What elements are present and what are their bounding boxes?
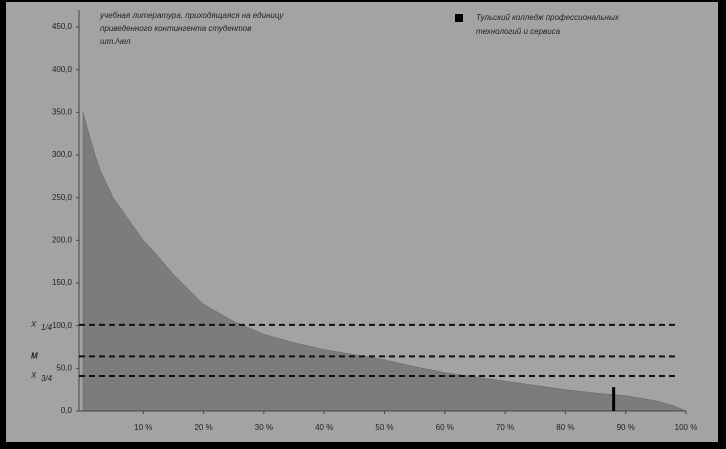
- annotation: шт./чел: [100, 37, 131, 46]
- reference-label: X: [30, 371, 37, 380]
- y-tick-label: 400,0: [52, 65, 73, 74]
- y-tick-label: 450,0: [52, 22, 73, 31]
- x-tick-label: 70 %: [496, 423, 514, 432]
- reference-label: M: [31, 351, 38, 360]
- x-tick-label: 30 %: [255, 423, 273, 432]
- reference-sub: 1/4: [41, 323, 53, 332]
- x-tick-label: 50 %: [375, 423, 393, 432]
- y-tick-label: 250,0: [52, 193, 73, 202]
- y-tick-label: 50,0: [56, 363, 72, 372]
- y-tick-label: 200,0: [52, 235, 73, 244]
- annotation: учебная литература, приходящаяся на един…: [99, 11, 285, 20]
- y-tick-label: 100,0: [52, 321, 73, 330]
- annotation: приведенного контингента студентов: [100, 24, 251, 33]
- y-tick-label: 300,0: [52, 150, 73, 159]
- x-tick-label: 20 %: [194, 423, 212, 432]
- area: [82, 112, 687, 412]
- legend-label: Тульский колледж профессиональных техноло…: [476, 13, 620, 36]
- x-tick-label: 80 %: [556, 423, 574, 432]
- y-tick-label: 150,0: [52, 278, 73, 287]
- reference-label: X: [30, 320, 37, 329]
- y-tick-label: 0,0: [61, 406, 73, 415]
- x-tick-label: 60 %: [436, 423, 454, 432]
- y-tick-label: 350,0: [52, 107, 73, 116]
- x-tick-label: 100 %: [675, 423, 698, 432]
- x-tick-label: 40 %: [315, 423, 333, 432]
- x-tick-label: 10 %: [134, 423, 152, 432]
- x-tick-label: 90 %: [617, 423, 635, 432]
- reference-sub: 3/4: [41, 374, 53, 383]
- legend-swatch: [455, 14, 463, 22]
